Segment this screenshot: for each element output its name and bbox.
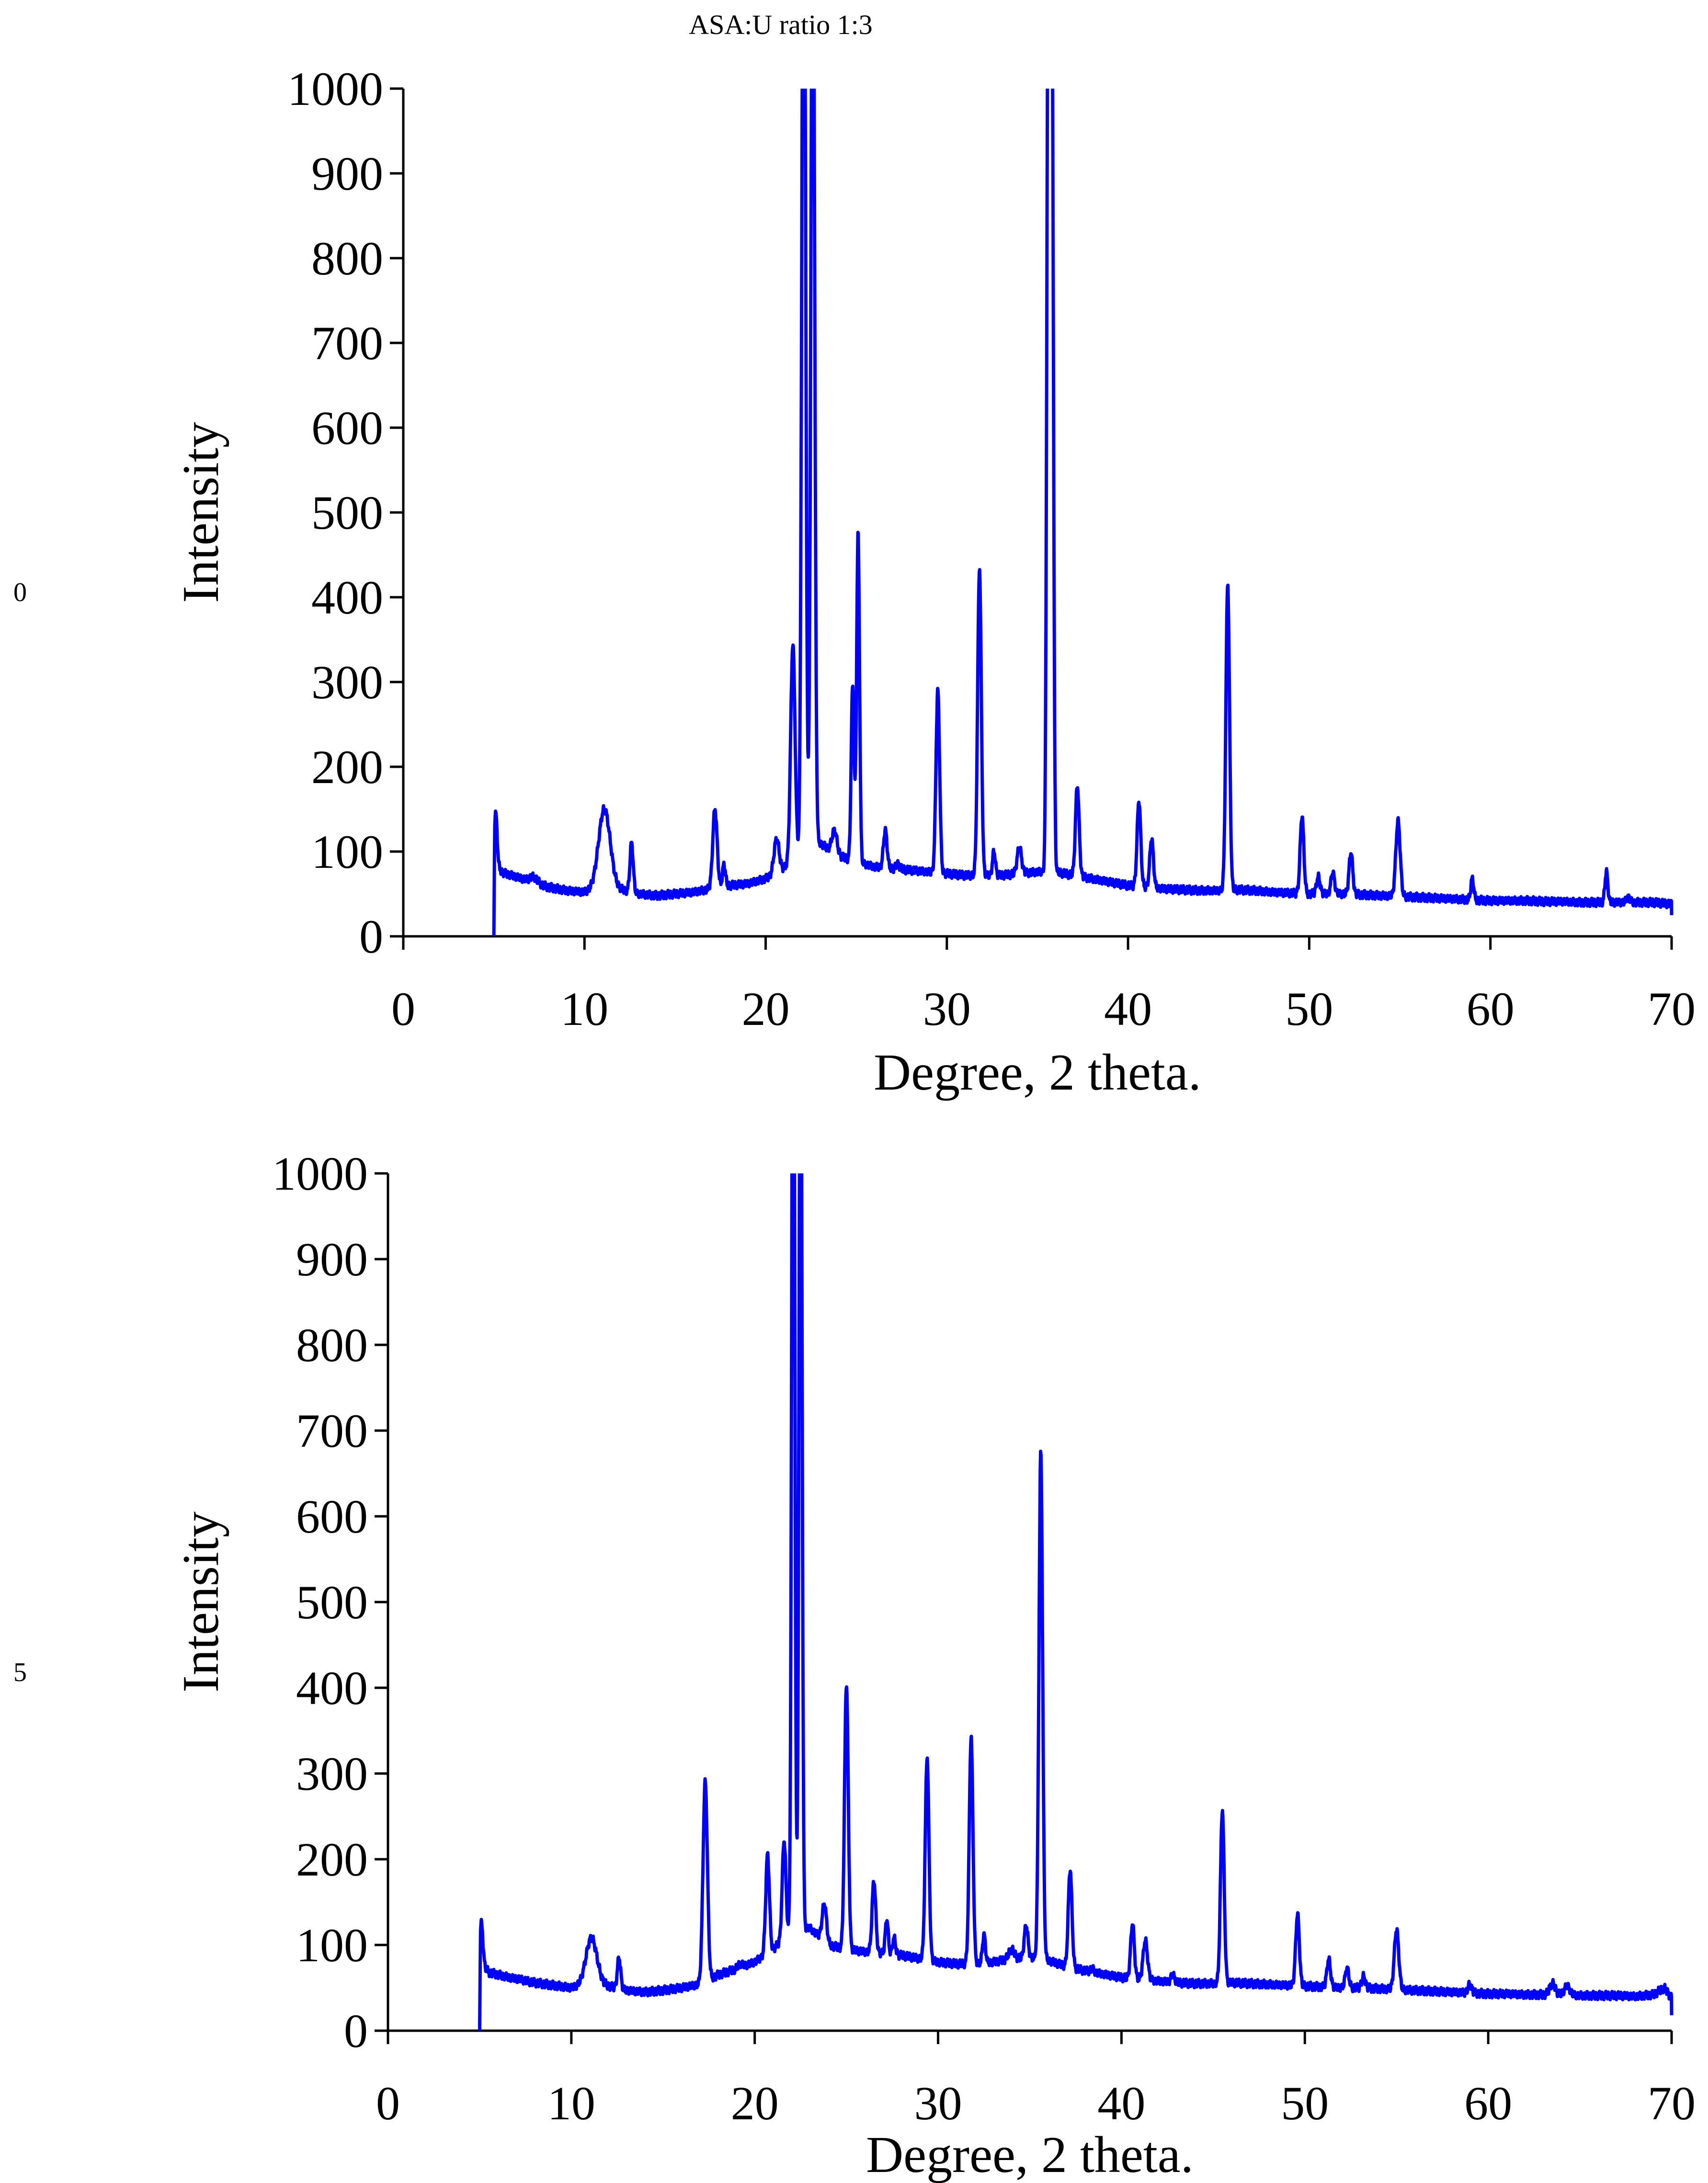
y-tick-label: 1000 <box>287 62 383 115</box>
y-tick-label: 400 <box>311 571 383 624</box>
y-tick-label: 300 <box>311 656 383 709</box>
chart-title: ASA:U ratio 1:3 <box>689 9 873 40</box>
x-tick-label: 50 <box>1285 982 1333 1035</box>
y-tick-label: 100 <box>296 1919 368 1972</box>
chart-1: 0 100 200 300 400 500 600 700 800 900 1000 0 10 20 30 4… <box>172 62 1696 1101</box>
side-label-top: 0 <box>13 578 27 607</box>
side-label-bottom: 5 <box>13 1658 27 1687</box>
y-tick-label: 600 <box>311 401 383 455</box>
x-tick-label: 70 <box>1648 2077 1696 2130</box>
y-tick-label: 200 <box>311 740 383 794</box>
y-tick-label: 800 <box>311 232 383 285</box>
y-tick-label: 800 <box>296 1319 368 1372</box>
x-tick-label: 60 <box>1467 982 1514 1035</box>
y-tick-label: 1000 <box>272 1147 368 1200</box>
y-tick-label: 900 <box>296 1233 368 1286</box>
y-tick-label: 500 <box>311 486 383 539</box>
y-tick-label: 100 <box>311 825 383 878</box>
x-tick-label: 60 <box>1464 2077 1512 2130</box>
y-tick-label: 0 <box>344 2004 368 2058</box>
x-tick-label: 40 <box>1097 2077 1145 2130</box>
x-axis-title: Degree, 2 theta. <box>874 1044 1201 1101</box>
xrd-pattern-line <box>492 89 1674 937</box>
x-tick-label: 10 <box>560 982 608 1035</box>
chart-2: 0 100 200 300 400 500 600 700 800 900 1000 0 10 20 30 4… <box>172 1147 1696 2183</box>
y-tick-label: 700 <box>296 1404 368 1457</box>
x-tick-label: 0 <box>376 2077 400 2130</box>
y-tick-label: 700 <box>311 317 383 370</box>
x-tick-label: 20 <box>742 982 790 1035</box>
x-axis-title: Degree, 2 theta. <box>866 2126 1194 2183</box>
x-tick-label: 0 <box>391 982 415 1035</box>
x-tick-label: 30 <box>914 2077 962 2130</box>
x-tick-label: 70 <box>1648 982 1696 1035</box>
xrd-pattern-line <box>478 1173 1674 2031</box>
y-axis-title: Intensity <box>172 1512 229 1693</box>
x-tick-label: 40 <box>1104 982 1152 1035</box>
x-tick-label: 30 <box>923 982 971 1035</box>
y-axis-title: Intensity <box>172 422 229 603</box>
y-tick-label: 300 <box>296 1747 368 1800</box>
y-tick-label: 0 <box>359 910 383 963</box>
y-tick-label: 500 <box>296 1576 368 1629</box>
x-tick-label: 50 <box>1281 2077 1329 2130</box>
x-tick-label: 20 <box>731 2077 779 2130</box>
x-tick-label: 10 <box>547 2077 595 2130</box>
y-tick-label: 900 <box>311 147 383 200</box>
y-tick-label: 400 <box>296 1661 368 1715</box>
y-tick-label: 200 <box>296 1833 368 1886</box>
y-tick-label: 600 <box>296 1490 368 1543</box>
